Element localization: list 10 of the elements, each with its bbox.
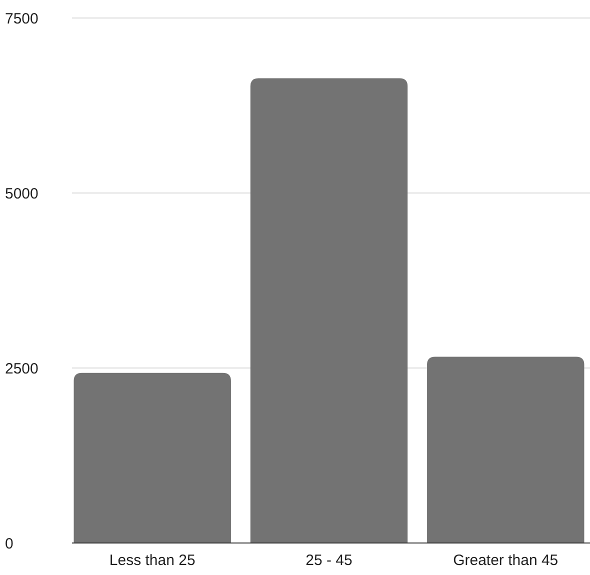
x-tick-label: 25 - 45 <box>306 552 352 569</box>
y-tick-label: 0 <box>5 535 14 552</box>
y-tick-label: 7500 <box>5 10 38 28</box>
y-tick-label: 2500 <box>5 360 38 378</box>
y-tick-label: 5000 <box>5 185 38 202</box>
bar <box>427 356 584 543</box>
bar <box>250 78 408 543</box>
x-tick-label: Less than 25 <box>109 552 196 569</box>
bar <box>74 372 231 543</box>
x-tick-label: Greater than 45 <box>453 552 558 569</box>
